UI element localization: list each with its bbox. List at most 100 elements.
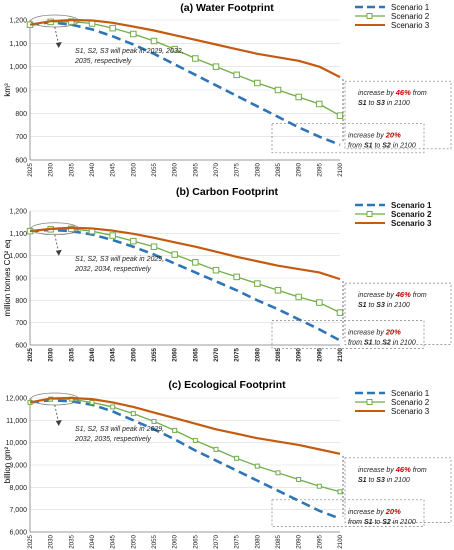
series-marker xyxy=(254,280,261,287)
x-tick-label: 2090 xyxy=(296,162,303,176)
x-tick-label: 2045 xyxy=(110,534,117,548)
x-tick-label: 2030 xyxy=(48,534,55,548)
x-tick-label: 2035 xyxy=(68,347,75,361)
y-tick-label: 1,200 xyxy=(9,209,27,216)
series-marker xyxy=(212,266,220,274)
series-marker xyxy=(274,86,282,94)
x-tick-label: 2100 xyxy=(337,162,344,176)
legend-label: Scenario 1 xyxy=(391,201,432,210)
peak-arrow xyxy=(54,26,60,46)
x-tick-label: 2065 xyxy=(192,534,199,548)
increase-s2-line2: from S1 to S2 in 2100 xyxy=(348,340,416,347)
x-tick-label: 2070 xyxy=(213,347,220,361)
series-marker xyxy=(233,71,240,79)
peak-arrow xyxy=(54,404,60,424)
peak-annotation: 2035, respectively xyxy=(74,58,132,65)
legend-marker xyxy=(366,399,373,405)
series-marker xyxy=(151,418,157,424)
increase-bracket-outer xyxy=(344,457,452,523)
series-marker xyxy=(234,455,240,461)
peak-annotation: 2032, 2035, respectively xyxy=(74,436,151,443)
x-tick-label: 2035 xyxy=(68,162,75,176)
x-tick-label: 2070 xyxy=(213,534,220,548)
increase-s2-line2: from S1 to S2 in 2100 xyxy=(348,143,416,150)
y-tick-label: 7,000 xyxy=(9,507,27,514)
series-marker xyxy=(316,299,323,306)
series-line-2 xyxy=(29,18,341,79)
series-marker xyxy=(295,93,302,101)
series-marker xyxy=(130,30,137,38)
series-line-2 xyxy=(29,226,341,281)
increase-s3-line1: increase by 46% from xyxy=(358,465,427,474)
x-tick-label: 2030 xyxy=(48,347,55,361)
legend-label: Scenario 3 xyxy=(391,407,430,416)
y-tick-label: 1,000 xyxy=(9,253,27,260)
series-marker xyxy=(295,293,302,301)
peak-arrow xyxy=(54,234,60,253)
legend-label: Scenario 3 xyxy=(391,21,430,30)
x-tick-label: 2030 xyxy=(48,162,55,176)
y-tick-label: 1,000 xyxy=(9,64,27,71)
y-tick-label: 1,100 xyxy=(9,41,27,48)
x-tick-label: 2100 xyxy=(337,534,344,548)
series-line-1 xyxy=(29,20,341,117)
legend-label: Scenario 1 xyxy=(391,3,430,12)
legend-label: Scenario 2 xyxy=(391,12,430,21)
x-tick-label: 2095 xyxy=(316,162,323,176)
x-tick-label: 2040 xyxy=(89,534,96,548)
series-marker xyxy=(150,37,158,45)
y-tick-label: 12,000 xyxy=(6,396,28,403)
chart-panel-2: (c) Ecological Footprint 6,000 7,000 8,000 9… xyxy=(3,379,452,549)
series-marker xyxy=(336,112,344,119)
series-marker xyxy=(337,489,343,495)
y-tick-label: 11,000 xyxy=(6,418,27,425)
x-tick-label: 2090 xyxy=(296,347,303,361)
y-tick-label: 800 xyxy=(15,298,27,305)
x-tick-label: 2025 xyxy=(27,347,34,361)
x-tick-label: 2060 xyxy=(172,347,179,361)
y-axis-label: million tonnes CO² eq xyxy=(3,240,12,317)
x-tick-label: 2040 xyxy=(89,347,96,361)
increase-s3-line2: S1 to S3 in 2100 xyxy=(358,477,410,484)
y-tick-label: 900 xyxy=(15,88,27,95)
series-line-0 xyxy=(29,398,341,520)
x-tick-label: 2045 xyxy=(110,162,117,176)
y-axis-label: billion gm² xyxy=(3,446,12,483)
series-marker xyxy=(213,446,219,452)
series-marker xyxy=(316,100,323,108)
series-marker xyxy=(233,273,240,281)
series-line-1 xyxy=(29,398,341,493)
peak-annotation: S1, S2, S3 will peak in 2029, 2032, xyxy=(75,48,184,55)
series-marker xyxy=(130,411,136,417)
x-tick-label: 2065 xyxy=(192,347,199,361)
y-tick-label: 8,000 xyxy=(9,485,27,492)
increase-bracket-outer xyxy=(344,80,452,150)
y-tick-label: 10,000 xyxy=(6,440,28,447)
increase-s3-line1: increase by 46% from xyxy=(358,290,427,299)
x-tick-label: 2065 xyxy=(192,162,199,176)
x-tick-label: 2095 xyxy=(316,534,323,548)
series-marker xyxy=(192,437,198,443)
series-marker xyxy=(192,259,199,266)
series-marker xyxy=(316,483,322,489)
peak-arrow-head xyxy=(55,42,62,48)
legend-label: Scenario 2 xyxy=(391,210,432,219)
legend-marker xyxy=(366,13,373,19)
x-tick-label: 2055 xyxy=(151,347,158,361)
legend-marker xyxy=(366,211,373,217)
chart-title: (c) Ecological Footprint xyxy=(168,379,286,391)
peak-annotation: S1, S2, S3 will peak in 2029, xyxy=(75,256,164,263)
x-tick-label: 2095 xyxy=(316,347,323,361)
series-line-0 xyxy=(29,21,341,147)
increase-bracket-inner xyxy=(271,123,425,154)
series-marker xyxy=(171,45,178,53)
x-tick-label: 2050 xyxy=(130,347,137,361)
series-line-2 xyxy=(29,396,341,455)
x-tick-label: 2085 xyxy=(275,162,282,176)
y-tick-label: 600 xyxy=(15,158,27,165)
x-tick-label: 2075 xyxy=(234,534,241,548)
x-tick-label: 2090 xyxy=(296,534,303,548)
increase-s2-line1: increase by 20% xyxy=(348,507,401,516)
x-tick-label: 2075 xyxy=(234,347,241,361)
